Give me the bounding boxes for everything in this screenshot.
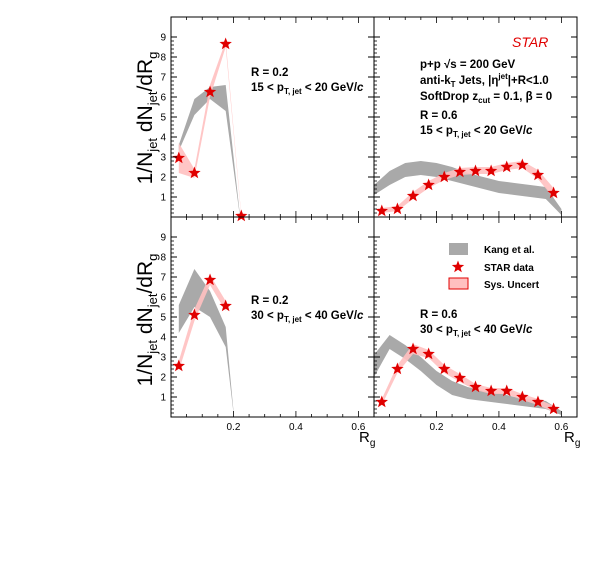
- y-tick-label: 9: [160, 233, 166, 244]
- data-point-star: [219, 299, 232, 312]
- y-tick-label: 5: [160, 313, 166, 324]
- sys-uncert-band: [178, 275, 226, 371]
- x-tick-label: 0.6: [554, 422, 568, 433]
- data-point-star: [172, 151, 185, 164]
- data-point-star: [188, 308, 201, 321]
- data-point-star: [516, 390, 529, 403]
- data-point-star: [531, 395, 545, 408]
- panel-bottom-right-pt-label: 30 < pT, jet < 40 GeV/c: [420, 324, 533, 338]
- data-point-star: [235, 209, 248, 222]
- panel-bottom-right: 0.2 0.4 0.6: [373, 216, 578, 433]
- panel-frame: [170, 16, 375, 218]
- panel-top-right-r-label: R = 0.6: [420, 110, 457, 122]
- y-tick-label: 4: [160, 333, 166, 344]
- legend-sys-swatch: [448, 277, 469, 290]
- panel-top-left: 1 2 3 4 5 6 7 8 9: [160, 16, 375, 222]
- data-point-star: [453, 165, 467, 178]
- data-point-star: [391, 202, 404, 215]
- legend-theory-swatch: [449, 243, 468, 255]
- data-point-star: [453, 371, 467, 384]
- data-point-star: [547, 402, 560, 415]
- data-point-star: [203, 85, 217, 98]
- y-tick-label: 3: [160, 153, 166, 164]
- y-tick-label: 1: [160, 393, 166, 404]
- y-tick-label: 6: [160, 93, 166, 104]
- panel-bottom-right-r-label: R = 0.6: [420, 309, 457, 321]
- theory-band: [374, 161, 562, 215]
- info-softdrop: SoftDrop zcut = 0.1, β = 0: [420, 91, 552, 105]
- sys-uncert-band: [381, 344, 554, 412]
- data-point-star: [500, 384, 513, 397]
- y-tick-label: 2: [160, 373, 166, 384]
- x-tick-label: 0.2: [227, 422, 241, 433]
- y-tick-label: 7: [160, 273, 166, 284]
- theory-band: [178, 85, 240, 215]
- x-tick-label: 0.4: [289, 422, 303, 433]
- y-axis-title-bottom: 1/Njet dNjet/dRg: [134, 254, 160, 387]
- legend-theory-label: Kang et al.: [484, 245, 535, 256]
- theory-band: [178, 269, 234, 413]
- data-point-star: [516, 158, 529, 171]
- data-point-star: [375, 204, 388, 217]
- legend-data-label: STAR data: [484, 263, 534, 274]
- info-jets: anti-kT Jets, |ηjet|+R<1.0: [420, 72, 549, 89]
- y-tick-label: 9: [160, 33, 166, 44]
- data-point-star: [469, 380, 482, 393]
- data-point-star: [438, 170, 451, 183]
- legend: Kang et al. STAR data Sys. Uncert: [448, 243, 540, 291]
- data-point-star: [406, 342, 420, 355]
- x-tick-label: 0.2: [430, 422, 444, 433]
- panel-top-left-r-label: R = 0.2: [251, 67, 288, 79]
- data-point-star: [438, 362, 451, 375]
- legend-star-icon: [451, 260, 465, 273]
- y-tick-label: 8: [160, 53, 166, 64]
- data-point-star: [391, 362, 404, 375]
- data-point-star: [406, 189, 420, 202]
- panel-bottom-left-r-label: R = 0.2: [251, 295, 288, 307]
- y-tick-label: 6: [160, 293, 166, 304]
- y-axis-title-top: 1/Njet dNjet/dRg: [134, 52, 160, 185]
- panel-top-right-pt-label: 15 < pT, jet < 20 GeV/c: [420, 125, 533, 139]
- data-point-star: [500, 160, 513, 173]
- x-axis-title-right: Rg: [564, 429, 580, 449]
- x-axis-title-left: Rg: [359, 429, 375, 449]
- experiment-label: STAR: [512, 34, 548, 50]
- data-point-star: [484, 164, 498, 177]
- data-point-star: [172, 359, 185, 372]
- data-point-star: [203, 273, 217, 286]
- data-point-star: [375, 395, 388, 408]
- panel-top-left-pt-label: 15 < pT, jet < 20 GeV/c: [251, 82, 364, 96]
- y-tick-label: 8: [160, 253, 166, 264]
- data-point-star: [188, 166, 201, 179]
- data-point-star: [422, 178, 435, 191]
- panel-bottom-left: 1 2 3 4 5 6 7 8 9 0.2 0.4 0.6: [160, 216, 375, 433]
- y-tick-label: 3: [160, 353, 166, 364]
- y-tick-label: 4: [160, 133, 166, 144]
- panel-top-right: [373, 16, 578, 218]
- data-point-star: [531, 168, 545, 181]
- info-collision: p+p √s = 200 GeV: [420, 58, 515, 71]
- x-tick-label: 0.4: [492, 422, 506, 433]
- data-point-star: [469, 164, 482, 177]
- y-tick-label: 1: [160, 193, 166, 204]
- data-point-star: [547, 186, 560, 199]
- legend-sys-label: Sys. Uncert: [484, 280, 540, 291]
- y-tick-label: 2: [160, 173, 166, 184]
- y-tick-label: 5: [160, 113, 166, 124]
- data-point-star: [219, 37, 232, 50]
- panel-bottom-left-pt-label: 30 < pT, jet < 40 GeV/c: [251, 310, 364, 324]
- x-tick-label: 0.6: [351, 422, 365, 433]
- data-point-star: [422, 347, 435, 360]
- y-tick-label: 7: [160, 73, 166, 84]
- data-point-star: [484, 384, 498, 397]
